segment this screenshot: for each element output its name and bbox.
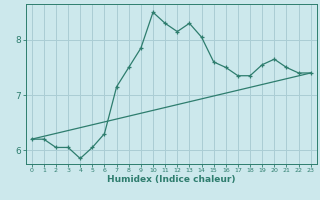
X-axis label: Humidex (Indice chaleur): Humidex (Indice chaleur) (107, 175, 236, 184)
